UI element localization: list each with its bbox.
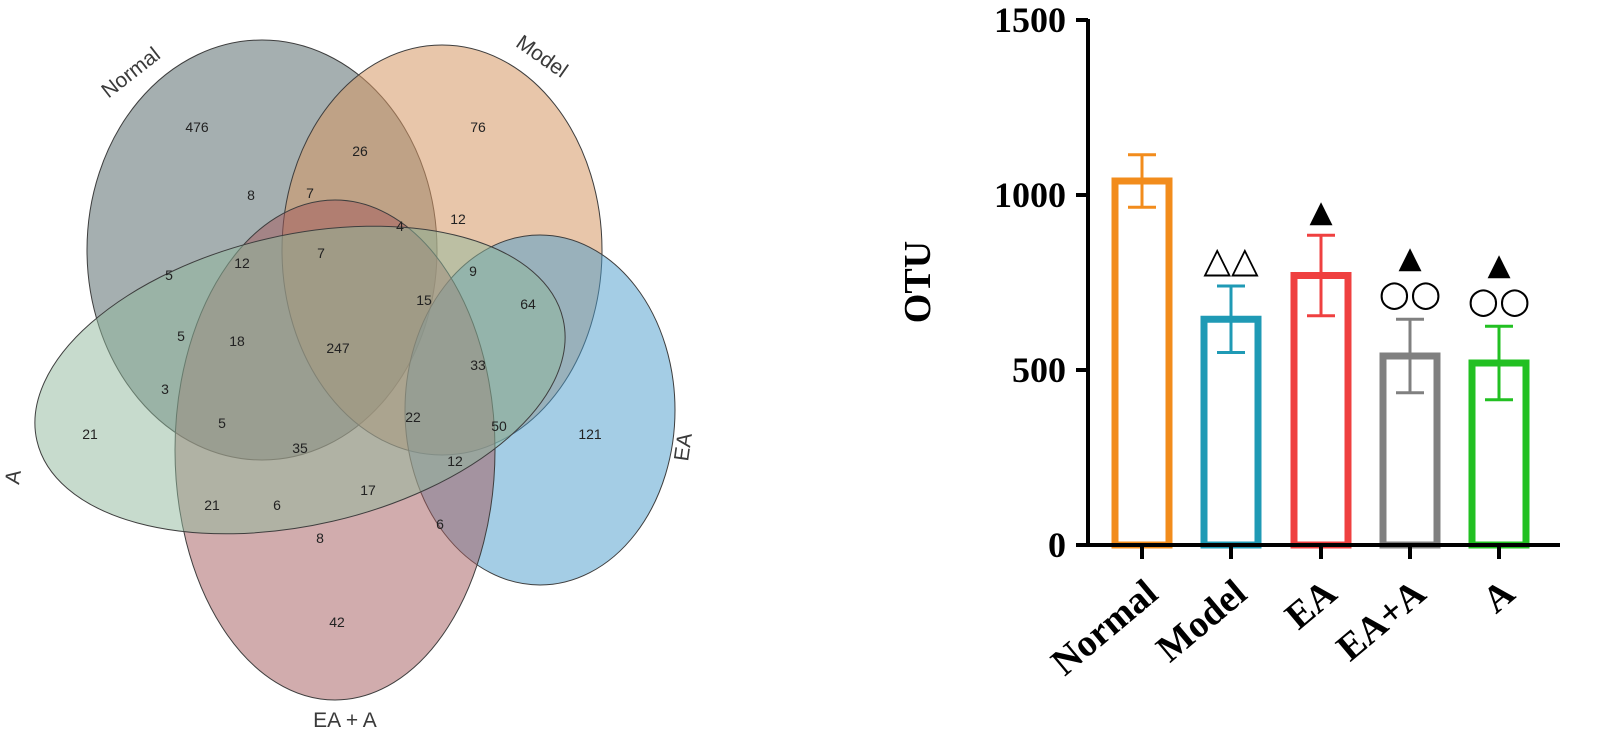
x-tick-label: EA: [1277, 571, 1345, 637]
significance-marker: ▲: [1398, 240, 1421, 275]
significance-marker: ○○: [1468, 280, 1531, 321]
venn-diagram: Normal Model EA EA + A A 476 76 121 42 2…: [1, 31, 697, 732]
venn-count: 121: [578, 426, 602, 442]
x-tick-label: A: [1475, 571, 1523, 621]
venn-ellipses: [34, 39, 676, 701]
venn-count: 35: [292, 440, 308, 456]
venn-count: 3: [161, 381, 169, 397]
bar: [1111, 177, 1173, 549]
y-tick-label: 1500: [994, 0, 1066, 40]
y-tick-label: 1000: [994, 175, 1066, 215]
venn-count: 4: [396, 218, 404, 234]
x-tick-label: Model: [1149, 572, 1255, 671]
venn-count: 12: [234, 255, 250, 271]
y-tick-label: 500: [1012, 350, 1066, 390]
x-tick-label: Normal: [1043, 572, 1165, 684]
significance-marker: △△: [1203, 240, 1259, 281]
venn-count: 5: [177, 328, 185, 344]
venn-count: 12: [447, 453, 463, 469]
significance-marker: ▲: [1487, 247, 1510, 282]
venn-count: 21: [204, 497, 220, 513]
venn-label-a: A: [1, 469, 26, 486]
venn-count: 26: [352, 143, 368, 159]
y-axis-title: OTU: [897, 241, 939, 323]
venn-count: 8: [247, 187, 255, 203]
y-tick-label: 0: [1048, 525, 1066, 565]
venn-count: 18: [229, 333, 245, 349]
venn-count: 17: [360, 482, 376, 498]
venn-count: 22: [405, 409, 421, 425]
venn-count: 50: [491, 418, 507, 434]
y-axis: 0 500 1000 1500: [994, 0, 1090, 565]
venn-label-ea-a: EA + A: [313, 709, 377, 732]
significance-marker: ▲: [1309, 194, 1332, 229]
venn-label-ea: EA: [670, 432, 697, 463]
venn-count: 33: [470, 357, 486, 373]
venn-count: 64: [520, 296, 536, 312]
venn-count: 8: [316, 530, 324, 546]
venn-count: 5: [165, 267, 173, 283]
venn-count: 476: [185, 119, 209, 135]
venn-count: 12: [450, 211, 466, 227]
venn-count: 7: [306, 185, 314, 201]
venn-counts: 476 76 121 42 21 26 8 7 4 12 7 12 5 9 15…: [82, 119, 602, 630]
significance-marker: ○○: [1379, 273, 1442, 314]
venn-count: 15: [416, 292, 432, 308]
venn-count: 76: [470, 119, 486, 135]
venn-count: 247: [326, 340, 350, 356]
x-tick-label: EA+A: [1329, 571, 1434, 669]
venn-count: 7: [317, 245, 325, 261]
venn-set-a: [34, 225, 566, 535]
significance-markers: △△▲○○▲○○▲: [1203, 194, 1530, 321]
venn-count: 21: [82, 426, 98, 442]
venn-count: 9: [469, 263, 477, 279]
venn-count: 6: [436, 516, 444, 532]
venn-count: 5: [218, 415, 226, 431]
venn-count: 6: [273, 497, 281, 513]
venn-count: 42: [329, 614, 345, 630]
